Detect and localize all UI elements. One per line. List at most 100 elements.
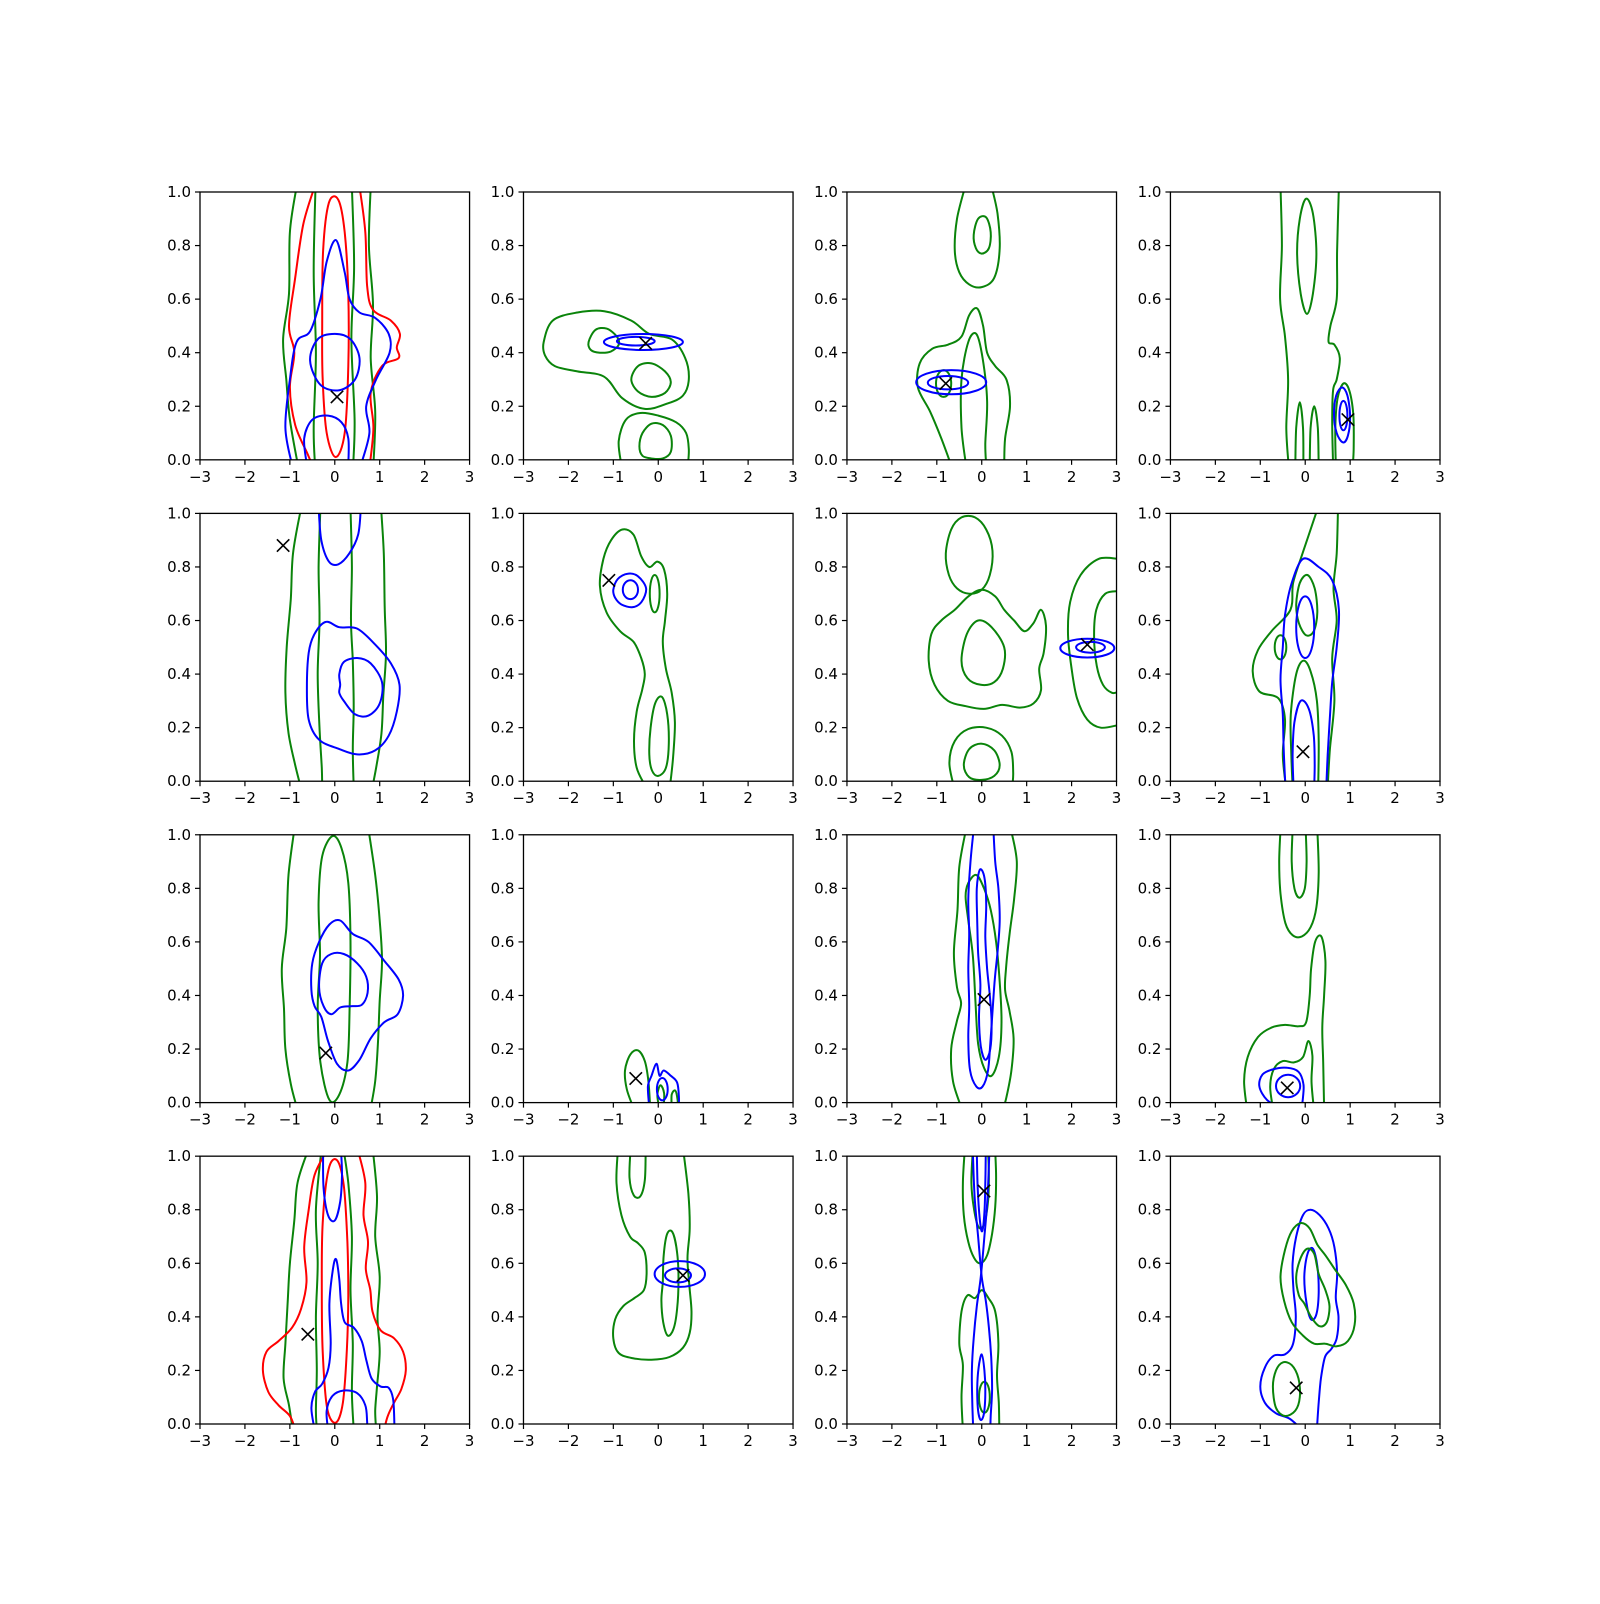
contour-line-blue: [1059, 637, 1116, 659]
axes-box: [199, 512, 471, 782]
x-marker: [1341, 412, 1355, 427]
contour-line-green: [316, 834, 352, 1103]
x-marker: [1296, 744, 1310, 759]
contour-line-green: [656, 1084, 666, 1103]
x-marker: [1080, 637, 1095, 652]
contour-line-green: [1334, 382, 1355, 460]
contour-line-green: [959, 332, 989, 460]
x-tick-label: −1: [926, 468, 948, 486]
x-tick-label: 1: [375, 1432, 385, 1450]
contour-line-green: [1296, 197, 1318, 315]
x-marker: [939, 376, 953, 391]
x-marker: [676, 1268, 690, 1283]
axes-box: [199, 834, 471, 1104]
contour-line-red: [287, 192, 314, 460]
x-tick-label: 2: [420, 789, 430, 807]
y-tick-label: 1.0: [814, 183, 838, 201]
y-tick-label: 0.4: [814, 1308, 838, 1326]
axes-box: [846, 191, 1118, 461]
y-tick-label: 0.8: [814, 237, 838, 255]
contour-line-blue: [310, 918, 405, 1072]
subplot-r0c3: −3 −2 −1 0 1 2 3 0.0 0.2 0.4 0.6 0.8 1.0: [1138, 183, 1445, 486]
x-tick-label: −2: [1204, 1111, 1226, 1129]
x-tick-label: −1: [279, 1432, 301, 1450]
y-tick-label: 0.6: [491, 612, 515, 630]
y-tick-label: 0.4: [814, 986, 838, 1004]
contour-line-green: [316, 513, 324, 782]
y-tick-label: 0.8: [1138, 879, 1162, 897]
contour-line-green: [1066, 556, 1117, 729]
contour-line-green: [367, 192, 377, 460]
x-tick-label: −3: [512, 468, 534, 486]
y-tick-label: 0.4: [491, 665, 515, 683]
y-tick-label: 0.8: [167, 237, 191, 255]
contour-line-green: [1251, 513, 1318, 782]
contour-line-green: [916, 307, 1012, 460]
contour-line-green: [638, 421, 673, 460]
x-tick-label: −3: [836, 468, 858, 486]
x-tick-label: 2: [420, 1111, 430, 1129]
x-tick-label: 2: [743, 789, 753, 807]
contour-line-green: [368, 834, 383, 1103]
x-tick-label: 3: [465, 789, 475, 807]
contour-line-green: [960, 619, 1007, 687]
x-tick-label: 0: [330, 1111, 340, 1129]
x-tick-label: 0: [653, 789, 663, 807]
contour-line-green: [312, 192, 317, 460]
y-tick-label: 0.0: [167, 1094, 191, 1112]
contour-line-green: [927, 588, 1048, 710]
y-tick-label: 0.2: [167, 1040, 191, 1058]
y-tick-label: 0.0: [167, 772, 191, 790]
x-tick-label: −2: [881, 1111, 903, 1129]
contour-line-green: [282, 1156, 307, 1425]
contour-line-green: [944, 514, 994, 595]
y-tick-label: 0.0: [491, 772, 515, 790]
contour-line-green: [280, 834, 297, 1103]
axes-box: [1169, 191, 1441, 461]
x-tick-label: 3: [465, 468, 475, 486]
x-tick-label: 3: [1435, 1432, 1445, 1450]
y-tick-label: 0.0: [814, 772, 838, 790]
y-tick-label: 1.0: [491, 504, 515, 522]
y-tick-label: 1.0: [167, 183, 191, 201]
y-tick-label: 1.0: [491, 826, 515, 844]
subplot-r1c2: −3 −2 −1 0 1 2 3 0.0 0.2 0.4 0.6 0.8 1.0: [814, 504, 1121, 807]
contour-line-green: [962, 742, 1001, 781]
y-tick-label: 0.2: [491, 1040, 515, 1058]
x-tick-label: −1: [602, 468, 624, 486]
y-tick-label: 0.2: [491, 1361, 515, 1379]
axes-box: [522, 191, 794, 461]
contour-line-blue: [1338, 399, 1349, 432]
axes-box: [1169, 512, 1441, 782]
y-tick-label: 0.2: [814, 719, 838, 737]
x-tick-label: 1: [1022, 468, 1032, 486]
contour-line-blue: [975, 868, 993, 1061]
x-tick-label: 2: [1390, 1432, 1400, 1450]
x-tick-label: 1: [1345, 468, 1355, 486]
y-tick-label: 0.6: [814, 290, 838, 308]
y-tick-label: 0.0: [1138, 772, 1162, 790]
y-tick-label: 1.0: [167, 826, 191, 844]
x-tick-label: −2: [557, 1111, 579, 1129]
x-tick-label: 2: [1067, 1432, 1077, 1450]
x-tick-label: 2: [1067, 468, 1077, 486]
x-tick-label: −1: [279, 789, 301, 807]
subplot-r0c2: −3 −2 −1 0 1 2 3 0.0 0.2 0.4 0.6 0.8 1.0: [814, 183, 1121, 486]
contour-line-blue: [653, 1260, 706, 1288]
x-tick-label: −3: [836, 1432, 858, 1450]
contour-line-blue: [1279, 557, 1341, 782]
contour-line-green: [587, 326, 621, 354]
y-tick-label: 0.8: [1138, 237, 1162, 255]
x-tick-label: 2: [743, 1111, 753, 1129]
x-tick-label: 1: [698, 468, 708, 486]
y-tick-label: 0.8: [167, 879, 191, 897]
x-tick-label: 0: [330, 468, 340, 486]
contour-line-green: [1326, 513, 1339, 782]
contour-line-blue: [646, 1062, 680, 1103]
x-tick-label: 3: [1112, 1432, 1122, 1450]
x-marker: [330, 390, 344, 404]
y-tick-label: 0.4: [1138, 665, 1162, 683]
contour-line-green: [648, 695, 670, 777]
x-tick-label: −3: [1159, 1111, 1181, 1129]
contour-line-blue: [325, 1389, 369, 1425]
